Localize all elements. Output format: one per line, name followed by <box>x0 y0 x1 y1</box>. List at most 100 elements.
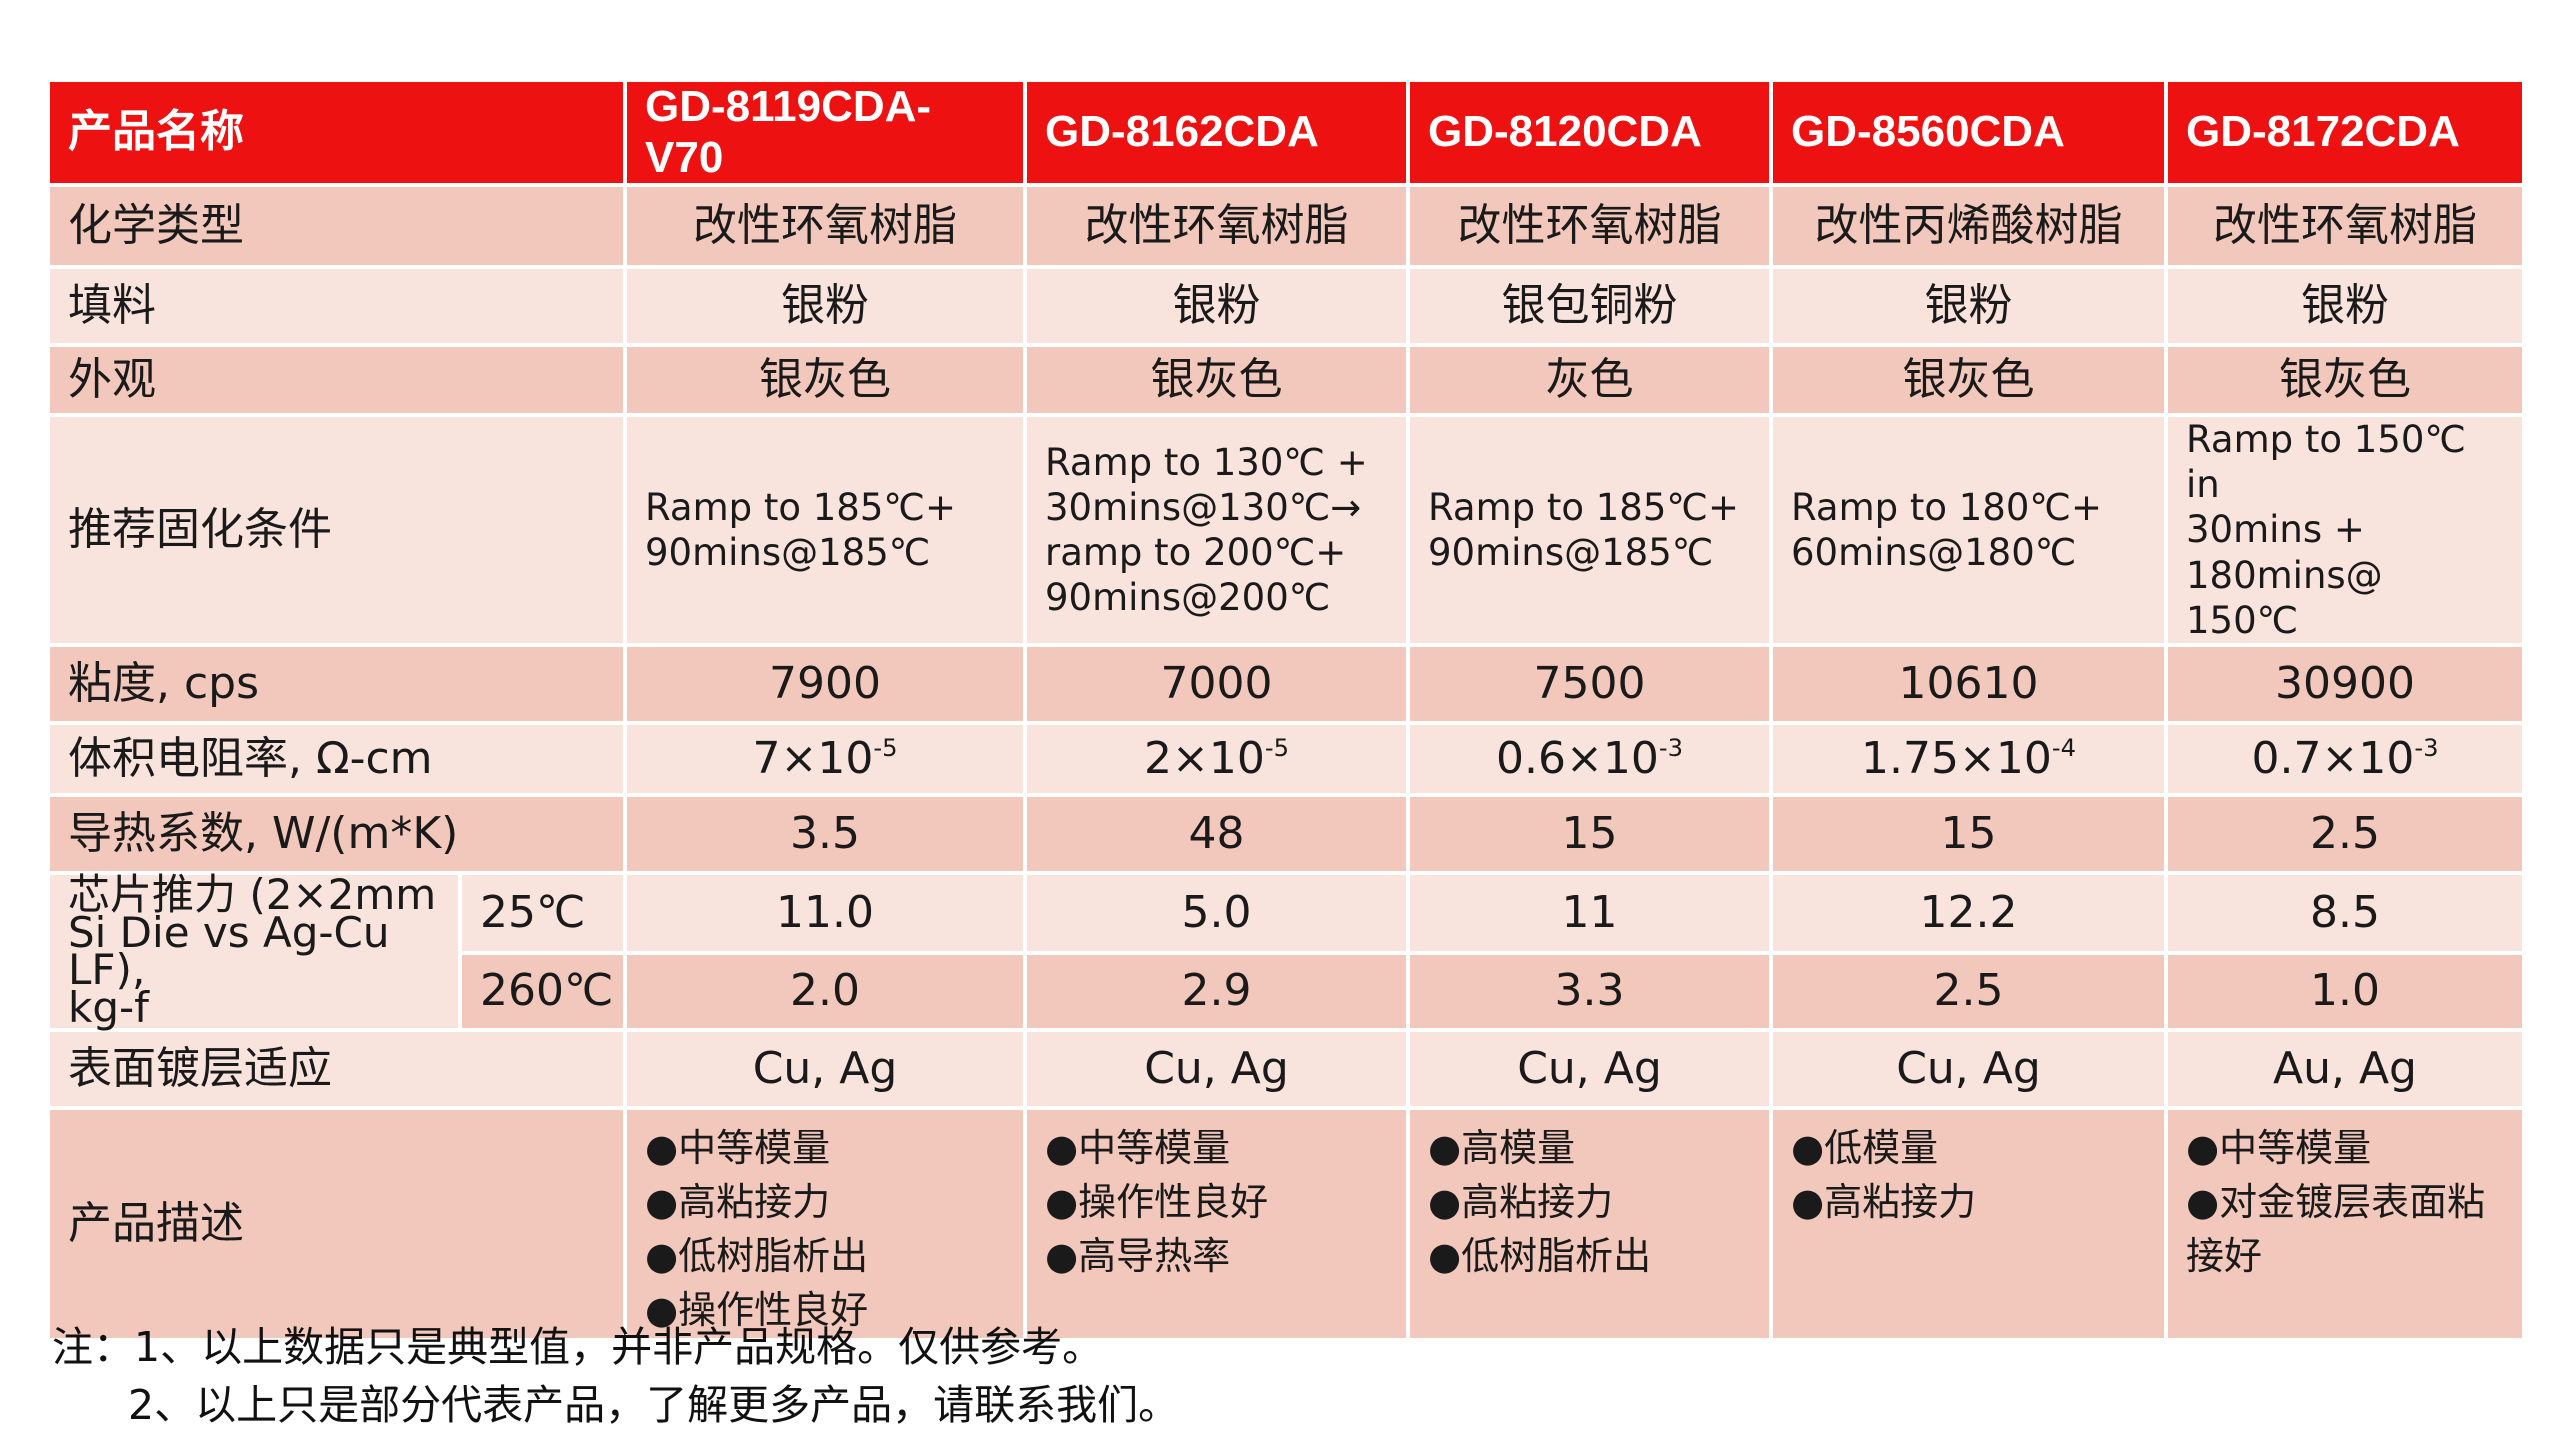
cell-value: 银粉 <box>623 265 1027 348</box>
cell-value: 2.5 <box>1769 950 2168 1032</box>
value-exponent: -5 <box>1264 733 1289 762</box>
cell-value: ●中等模量 ●对金镀层表面粘接好 <box>2164 1105 2526 1342</box>
row-thermal: 导热系数, W/(m*K) 3.5 48 15 15 2.5 <box>46 792 2526 875</box>
cell-value: 改性环氧树脂 <box>2164 183 2526 270</box>
cell-value: 11.0 <box>623 870 1027 955</box>
header-label: 产品名称 <box>46 77 627 188</box>
row-description: 产品描述 ●中等模量 ●高粘接力 ●低树脂析出 ●操作性良好 ●中等模量 ●操作… <box>46 1105 2526 1342</box>
cell-value: Cu, Ag <box>623 1027 1027 1110</box>
row-label: 表面镀层适应 <box>46 1027 627 1110</box>
cell-value: 7500 <box>1406 642 1773 725</box>
product-name: GD-8120CDA <box>1406 77 1773 188</box>
cell-value: 0.6×10-3 <box>1406 720 1773 797</box>
cell-value: Cu, Ag <box>1023 1027 1410 1110</box>
cell-value: 7×10-5 <box>623 720 1027 797</box>
value-exponent: -5 <box>873 733 898 762</box>
label-line: 芯片推力 (2×2mm <box>68 869 437 919</box>
row-plating: 表面镀层适应 Cu, Ag Cu, Ag Cu, Ag Cu, Ag Au, A… <box>46 1027 2526 1110</box>
cure-line: 90mins@185℃ <box>1428 531 1714 574</box>
row-label: 芯片推力 (2×2mm Si Die vs Ag-Cu LF), kg-f <box>46 869 462 1033</box>
temperature-label: 25℃ <box>458 870 627 955</box>
header-row: 产品名称 GD-8119CDA-V70 GD-8162CDA GD-8120CD… <box>46 77 2526 188</box>
cure-line: Ramp to 180℃+ <box>1791 485 2102 529</box>
cell-value: ●高模量 ●高粘接力 ●低树脂析出 <box>1406 1105 1773 1342</box>
cell-value: 12.2 <box>1769 870 2168 955</box>
product-name: GD-8172CDA <box>2164 77 2526 188</box>
row-cure: 推荐固化条件 Ramp to 185℃+ 90mins@185℃ Ramp to… <box>46 413 2526 647</box>
cell-value: ●中等模量 ●操作性良好 ●高导热率 <box>1023 1105 1410 1342</box>
cell-value: 30900 <box>2164 642 2526 725</box>
cell-value: 银灰色 <box>1769 343 2168 418</box>
cell-value: 10610 <box>1769 642 2168 725</box>
cell-value: Ramp to 185℃+ 90mins@185℃ <box>623 413 1027 647</box>
feature-bullet: ●高粘接力 <box>645 1179 831 1224</box>
row-die-shear-25: 芯片推力 (2×2mm Si Die vs Ag-Cu LF), kg-f 25… <box>46 870 2526 1032</box>
cell-value: 48 <box>1023 792 1410 875</box>
cure-line: 180mins@ 150℃ <box>2186 553 2383 642</box>
cell-value: 银粉 <box>1023 265 1410 348</box>
cell-value: 15 <box>1406 792 1773 875</box>
cell-value: Ramp to 150℃ in 30mins + 180mins@ 150℃ <box>2164 413 2526 647</box>
cure-line: 90mins@185℃ <box>645 531 931 574</box>
value-exponent: -3 <box>2414 733 2439 762</box>
feature-bullet: ●低树脂析出 <box>645 1233 869 1278</box>
label-line: kg-f <box>68 983 149 1033</box>
feature-bullet: ●低树脂析出 <box>1428 1233 1652 1278</box>
cell-value: 改性环氧树脂 <box>623 183 1027 270</box>
cell-value: 灰色 <box>1406 343 1773 418</box>
cell-value: 银灰色 <box>623 343 1027 418</box>
cure-line: 30mins + <box>2186 508 2365 552</box>
cell-value: 银包铜粉 <box>1406 265 1773 348</box>
row-filler: 填料 银粉 银粉 银包铜粉 银粉 银粉 <box>46 265 2526 348</box>
row-resistivity: 体积电阻率, Ω-cm 7×10-5 2×10-5 0.6×10-3 1.75×… <box>46 720 2526 797</box>
row-label: 填料 <box>46 265 627 348</box>
row-viscosity: 粘度, cps 7900 7000 7500 10610 30900 <box>46 642 2526 725</box>
cure-line: ramp to 200℃+ <box>1045 531 1347 574</box>
feature-bullet: ●操作性良好 <box>645 1287 869 1332</box>
value-base: 1.75×10 <box>1861 732 2052 784</box>
cell-value: 银灰色 <box>1023 343 1410 418</box>
cell-value: ●低模量 ●高粘接力 <box>1769 1105 2168 1342</box>
cell-value: 2.9 <box>1023 950 1410 1032</box>
cell-value: 7900 <box>623 642 1027 725</box>
cell-value: 银灰色 <box>2164 343 2526 418</box>
row-label: 导热系数, W/(m*K) <box>46 792 627 875</box>
value-base: 0.6×10 <box>1496 732 1659 784</box>
cell-value: ●中等模量 ●高粘接力 ●低树脂析出 ●操作性良好 <box>623 1105 1027 1342</box>
cell-value: 2×10-5 <box>1023 720 1410 797</box>
feature-bullet: ●对金镀层表面粘接好 <box>2186 1179 2486 1278</box>
cell-value: 1.75×10-4 <box>1769 720 2168 797</box>
row-label: 体积电阻率, Ω-cm <box>46 720 627 797</box>
cell-value: Ramp to 180℃+ 60mins@180℃ <box>1769 413 2168 647</box>
cure-line: Ramp to 185℃+ <box>1428 485 1739 529</box>
cell-value: 3.3 <box>1406 950 1773 1032</box>
feature-bullet: ●操作性良好 <box>1045 1179 1269 1224</box>
cell-value: 11 <box>1406 870 1773 955</box>
row-label: 推荐固化条件 <box>46 413 627 647</box>
row-label: 粘度, cps <box>46 642 627 725</box>
cell-value: 5.0 <box>1023 870 1410 955</box>
cell-value: Cu, Ag <box>1406 1027 1773 1110</box>
row-label: 外观 <box>46 343 627 418</box>
feature-bullet: ●中等模量 <box>645 1125 831 1170</box>
cell-value: Ramp to 185℃+ 90mins@185℃ <box>1406 413 1773 647</box>
cell-value: 8.5 <box>2164 870 2526 955</box>
feature-bullet: ●高导热率 <box>1045 1233 1231 1278</box>
value-base: 2×10 <box>1144 732 1265 784</box>
product-spec-table: 产品名称 GD-8119CDA-V70 GD-8162CDA GD-8120CD… <box>46 77 2526 1342</box>
row-label: 化学类型 <box>46 183 627 270</box>
cell-value: 7000 <box>1023 642 1410 725</box>
feature-bullet: ●中等模量 <box>2186 1125 2372 1170</box>
cure-line: 30mins@130℃→ <box>1045 485 1362 529</box>
value-exponent: -3 <box>1658 733 1683 762</box>
product-name: GD-8119CDA-V70 <box>623 77 1027 188</box>
row-chemistry: 化学类型 改性环氧树脂 改性环氧树脂 改性环氧树脂 改性丙烯酸树脂 改性环氧树脂 <box>46 183 2526 270</box>
cell-value: 3.5 <box>623 792 1027 875</box>
cure-line: 60mins@180℃ <box>1791 531 2077 574</box>
cure-line: 90mins@200℃ <box>1045 576 1331 620</box>
feature-bullet: ●中等模量 <box>1045 1125 1231 1170</box>
cell-value: 15 <box>1769 792 2168 875</box>
cell-value: 0.7×10-3 <box>2164 720 2526 797</box>
footnotes: 注：1、以上数据只是典型值，并非产品规格。仅供参考。 2、以上只是部分代表产品，… <box>52 1318 1179 1434</box>
cell-value: 银粉 <box>2164 265 2526 348</box>
